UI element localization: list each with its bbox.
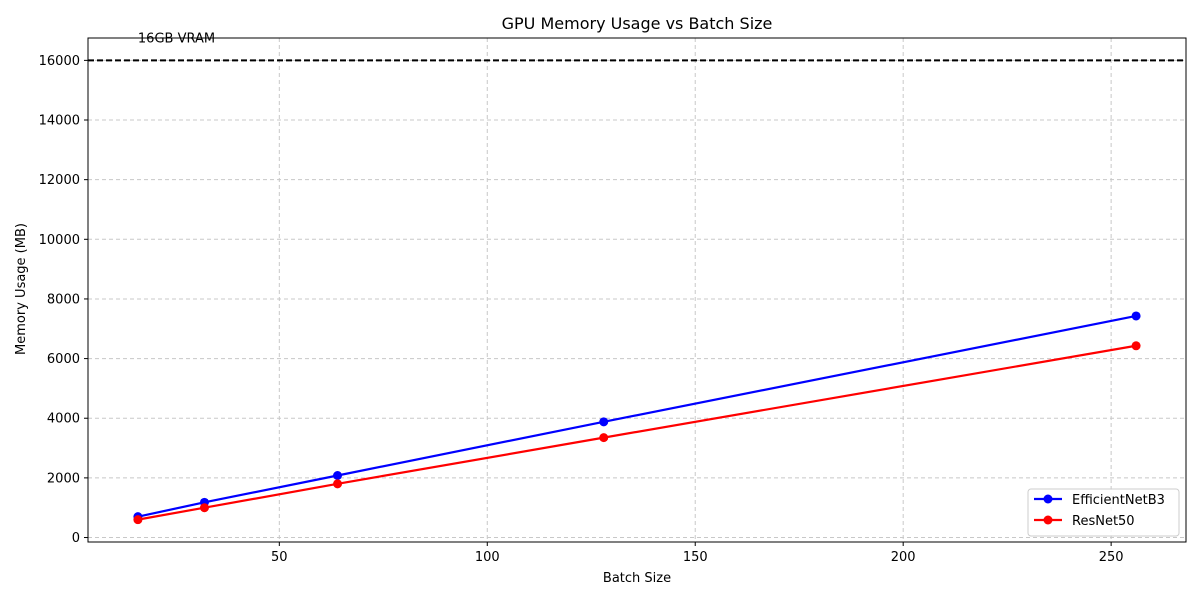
x-tick-label: 100 bbox=[475, 550, 500, 565]
resnet50-data-point bbox=[133, 515, 143, 525]
y-tick-label: 2000 bbox=[47, 471, 80, 486]
grid-lines bbox=[88, 38, 1186, 542]
efficientnetb3-data-point bbox=[333, 470, 343, 480]
vram-limit-label: 16GB VRAM bbox=[138, 31, 215, 46]
resnet50-data-point bbox=[199, 503, 209, 513]
x-axis-label: Batch Size bbox=[603, 571, 671, 586]
y-tick-label: 10000 bbox=[39, 233, 80, 248]
x-tick-label: 150 bbox=[683, 550, 708, 565]
x-tick-label: 250 bbox=[1099, 550, 1124, 565]
resnet50-data-point bbox=[599, 433, 609, 443]
y-tick-label: 0 bbox=[72, 531, 80, 546]
axis-ticks: 50 100 150 200 250 0 2000 4000 6000 8000 10000 1200… bbox=[39, 54, 1124, 565]
resnet50-data-point bbox=[1131, 341, 1141, 351]
y-tick-label: 12000 bbox=[39, 173, 80, 188]
y-axis-label: Memory Usage (MB) bbox=[14, 223, 29, 355]
y-tick-label: 8000 bbox=[47, 292, 80, 307]
resnet50-legend-label: ResNet50 bbox=[1072, 514, 1135, 529]
resnet50-legend-swatch-marker bbox=[1043, 515, 1053, 525]
efficientnetb3-legend-swatch-marker bbox=[1043, 494, 1053, 504]
efficientnetb3-data-point bbox=[1131, 311, 1141, 321]
y-tick-label: 4000 bbox=[47, 412, 80, 427]
reference-line-group: 16GB VRAM bbox=[88, 31, 1186, 62]
chart-title: GPU Memory Usage vs Batch Size bbox=[502, 14, 773, 33]
y-tick-label: 14000 bbox=[39, 114, 80, 129]
series-group bbox=[133, 311, 1141, 525]
plot-area-frame bbox=[87, 37, 1187, 543]
efficientnetb3-legend-label: EfficientNetB3 bbox=[1072, 493, 1165, 508]
x-tick-label: 200 bbox=[891, 550, 916, 565]
y-tick-label: 16000 bbox=[39, 54, 80, 69]
resnet50-data-point bbox=[333, 479, 343, 489]
efficientnetb3-data-point bbox=[599, 417, 609, 427]
y-tick-label: 6000 bbox=[47, 352, 80, 367]
legend: EfficientNetB3 ResNet50 bbox=[1027, 488, 1180, 537]
legend-box bbox=[1027, 488, 1180, 537]
x-tick-label: 50 bbox=[271, 550, 288, 565]
